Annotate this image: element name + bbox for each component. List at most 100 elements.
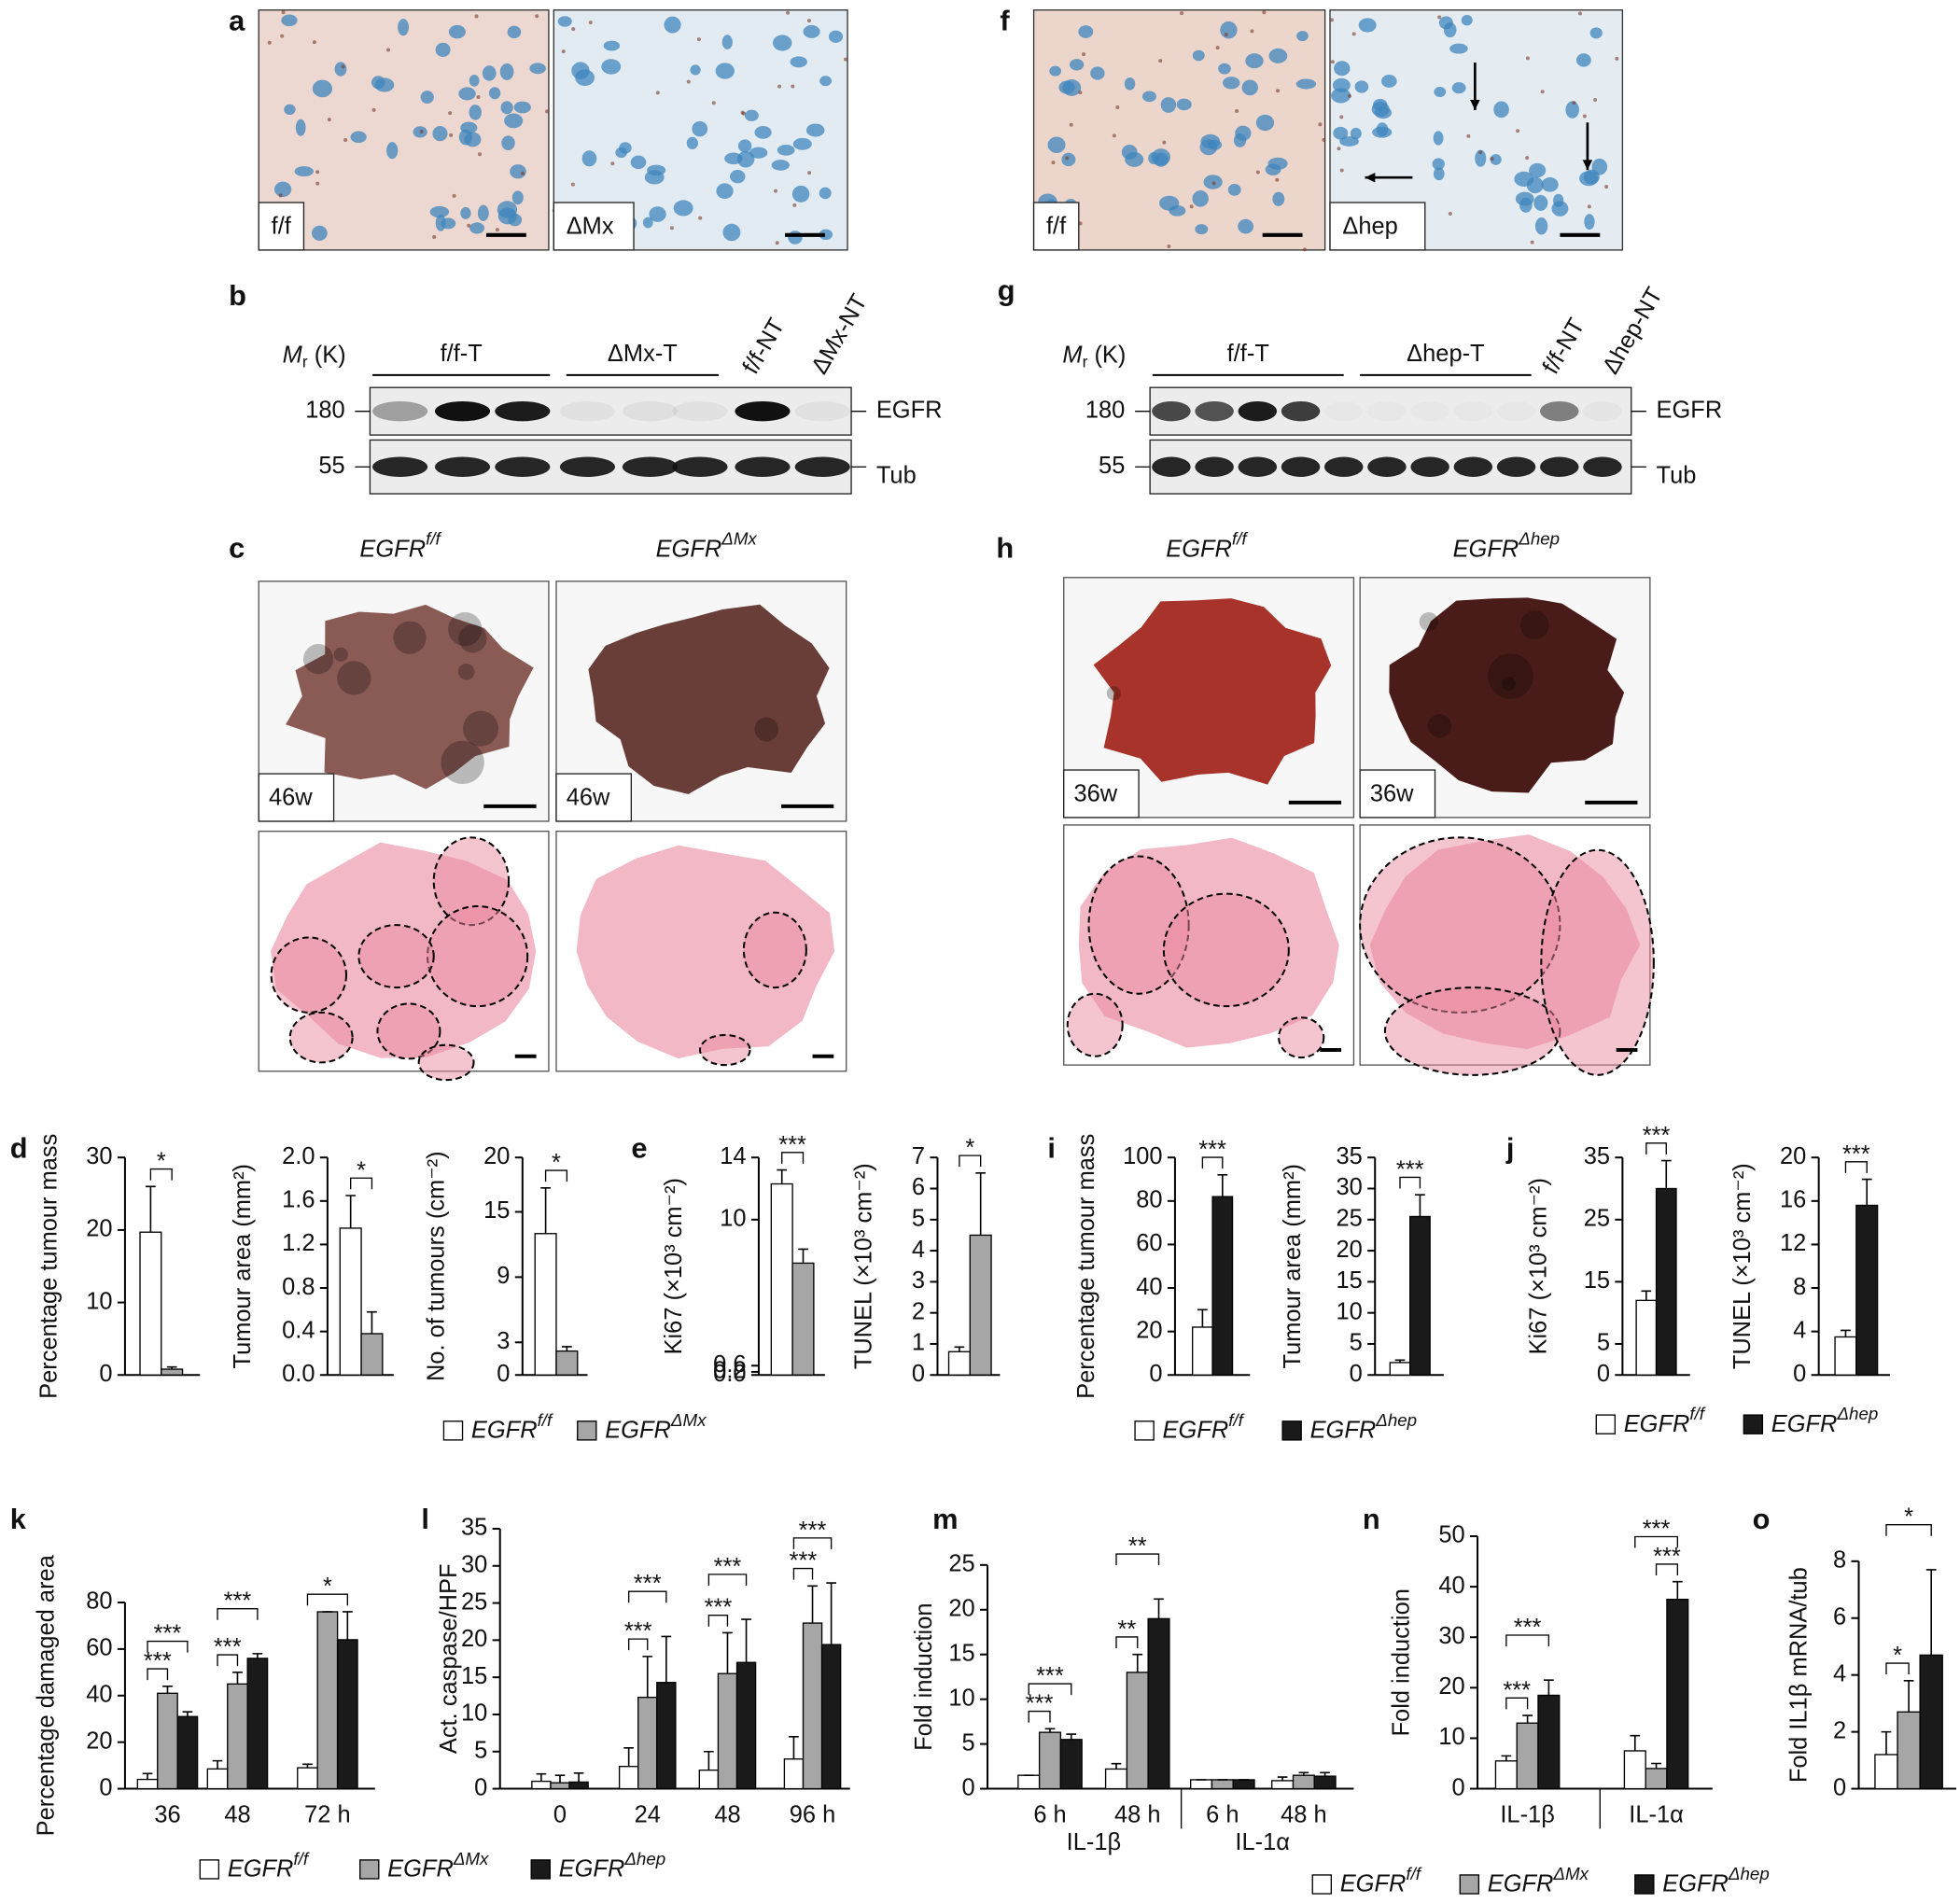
cell-dot: [1322, 137, 1326, 142]
tumour: [1419, 611, 1438, 632]
mr-label: Mr (K): [1062, 342, 1126, 371]
y-tick-label: 0.0: [713, 1361, 746, 1387]
cell-dot: [1466, 133, 1471, 138]
band: [672, 456, 728, 477]
y-tick-label: 40: [1136, 1274, 1162, 1300]
significance-bracket: [149, 1168, 173, 1181]
y-tick-label: 20: [86, 1728, 112, 1754]
nucleus: [722, 223, 741, 242]
cell-dot: [655, 91, 660, 95]
bar: [1211, 1196, 1234, 1376]
tumour: [1502, 677, 1516, 691]
significance-bracket: [1645, 1142, 1667, 1154]
cell-dot: [698, 216, 703, 220]
nucleus: [690, 64, 701, 76]
band: [1497, 401, 1536, 421]
cell-dot: [1540, 90, 1545, 94]
nucleus: [1061, 152, 1076, 167]
significance-label: ***: [224, 1588, 252, 1615]
nucleus: [1371, 102, 1390, 117]
cell-dot: [1318, 122, 1323, 127]
nucleus: [1295, 78, 1317, 90]
y-tick-label: 0: [1451, 1774, 1464, 1800]
y-tick-label: 2: [1833, 1717, 1846, 1743]
cell-dot: [1348, 93, 1352, 98]
cell-dot: [588, 21, 593, 25]
y-tick-label: 15: [1337, 1267, 1363, 1294]
significance-bracket: [1115, 1553, 1160, 1566]
error-bar: [1415, 1194, 1425, 1217]
bar: [136, 1778, 159, 1790]
y-tick-label: 5: [1597, 1330, 1610, 1356]
nucleus: [1296, 31, 1309, 42]
significance-label: ***: [1643, 1517, 1671, 1543]
nucleus: [1584, 214, 1595, 231]
nucleus: [1451, 82, 1466, 94]
nucleus: [295, 119, 306, 136]
error-bar: [1660, 1159, 1672, 1189]
error-bar: [741, 1618, 751, 1663]
y-tick-label: 5: [961, 1729, 974, 1756]
bar: [1537, 1694, 1561, 1790]
significance-bracket: [792, 1567, 814, 1580]
tissue: [576, 845, 835, 1059]
nucleus: [1238, 218, 1254, 234]
legend-label: EGFRf/f: [228, 1849, 310, 1882]
y-axis-label: Percentage damaged area: [34, 1554, 60, 1836]
cell-dot: [792, 203, 797, 207]
x-tick-label: 96 h: [790, 1802, 836, 1828]
error-bar: [562, 1346, 572, 1351]
nucleus: [1267, 157, 1288, 170]
nucleus: [664, 16, 681, 34]
nucleus: [504, 113, 524, 129]
liver: [1389, 597, 1625, 793]
bar: [735, 1661, 757, 1790]
bar: [1059, 1739, 1083, 1790]
nucleus: [1461, 15, 1473, 26]
cell-dot: [419, 130, 424, 134]
x-tick-label: 48 h: [1114, 1802, 1161, 1828]
bar: [339, 1227, 362, 1376]
tumour-outline: [1066, 992, 1124, 1057]
nucleus: [744, 109, 759, 121]
cell-dot: [777, 84, 782, 89]
significance-bracket: [350, 1177, 373, 1190]
bar: [783, 1758, 805, 1790]
legend-label: EGFRf/f: [1624, 1404, 1706, 1436]
cell-dot: [278, 193, 283, 198]
nucleus: [805, 123, 825, 137]
cell-dot: [1276, 89, 1281, 93]
cell-dot: [1437, 15, 1442, 20]
nucleus: [1490, 154, 1502, 165]
cell-dot: [1180, 11, 1184, 16]
tumour-outline: [270, 936, 347, 1014]
nucleus: [791, 185, 810, 203]
panel-letter: n: [1363, 1503, 1380, 1535]
significance-bracket: [217, 1654, 239, 1667]
bar: [157, 1692, 178, 1790]
cell-dot: [570, 182, 575, 187]
y-tick-label: 30: [1337, 1174, 1363, 1200]
bar: [1855, 1204, 1879, 1376]
band: [1367, 401, 1407, 421]
y-tick-label: 40: [86, 1681, 112, 1707]
nucleus: [1255, 114, 1275, 132]
y-axis-label: TUNEL (×10³ cm⁻²): [1729, 1163, 1756, 1369]
nucleus: [1534, 217, 1548, 235]
cell-dot: [1162, 140, 1167, 145]
significance-label: ***: [790, 1548, 818, 1574]
nucleus: [792, 137, 812, 150]
significance-bracket: [1655, 1563, 1678, 1576]
cell-dot: [1275, 177, 1280, 182]
y-tick-label: 0.2: [713, 1358, 746, 1384]
significance-label: ***: [214, 1634, 242, 1660]
error-bar: [1651, 1762, 1661, 1769]
bar: [656, 1682, 677, 1790]
cell-dot: [775, 241, 779, 245]
x-tick-label: 36: [154, 1802, 180, 1828]
significance-label: *: [552, 1150, 561, 1176]
y-tick-label: 35: [461, 1515, 487, 1541]
bar: [791, 1262, 815, 1376]
lane-label: ΔMx-T: [608, 341, 678, 367]
cell-dot: [448, 111, 453, 116]
